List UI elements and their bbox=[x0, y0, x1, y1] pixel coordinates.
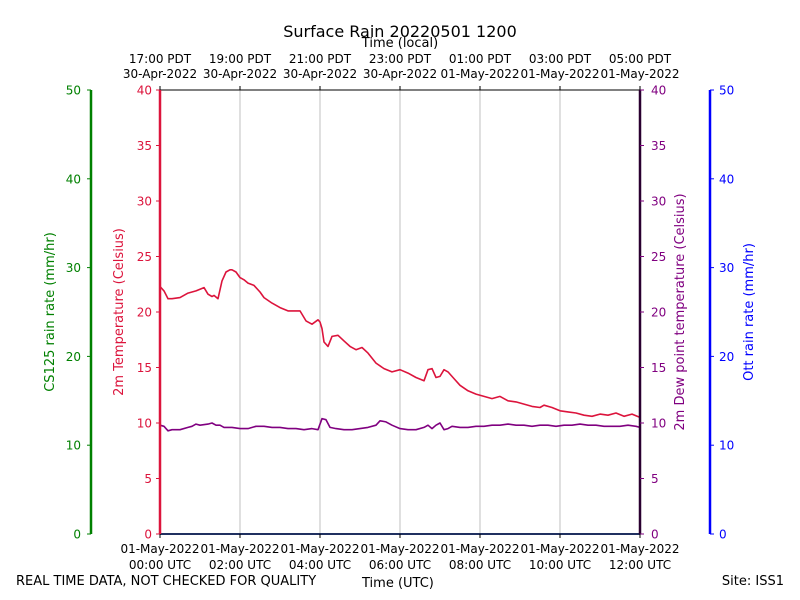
labels-layer: 0 5 10 15 20 25 30 35 40 2m Temperature (Celsius)… bbox=[43, 22, 757, 572]
cs125-tick-label: 10 bbox=[66, 439, 81, 453]
utc-tick-time: 10:00 UTC bbox=[529, 558, 591, 572]
local-tick-time: 17:00 PDT bbox=[129, 52, 192, 66]
utc-tick-date: 01-May-2022 bbox=[120, 542, 199, 556]
local-tick-date: 01-May-2022 bbox=[600, 67, 679, 81]
utc-tick-date: 01-May-2022 bbox=[440, 542, 519, 556]
local-tick-date: 30-Apr-2022 bbox=[363, 67, 437, 81]
temperature-tick-label: 0 bbox=[144, 528, 152, 542]
ott-tick-label: 0 bbox=[719, 528, 727, 542]
local-tick-date: 01-May-2022 bbox=[440, 67, 519, 81]
chart-title: Surface Rain 20220501 1200 bbox=[283, 22, 517, 41]
series-line-temperature bbox=[159, 268, 641, 419]
temperature-axis-label: 2m Temperature (Celsius) bbox=[112, 228, 127, 396]
utc-tick-date: 01-May-2022 bbox=[200, 542, 279, 556]
local-tick-time: 19:00 PDT bbox=[209, 52, 272, 66]
x-axis-label-utc: Time (UTC) bbox=[362, 576, 434, 591]
dewpoint-tick-label: 40 bbox=[651, 84, 666, 98]
local-tick-date: 30-Apr-2022 bbox=[123, 67, 197, 81]
utc-tick-time: 00:00 UTC bbox=[129, 558, 191, 572]
utc-tick-date: 01-May-2022 bbox=[280, 542, 359, 556]
local-tick-time: 23:00 PDT bbox=[369, 52, 432, 66]
temperature-tick-label: 25 bbox=[137, 250, 152, 264]
dewpoint-tick-label: 5 bbox=[651, 472, 659, 486]
dewpoint-tick-label: 35 bbox=[651, 139, 666, 153]
ott-axis-label: Ott rain rate (mm/hr) bbox=[742, 243, 757, 381]
temperature-tick-label: 5 bbox=[144, 472, 152, 486]
local-axis-label: Time (local) bbox=[361, 36, 438, 51]
grid-lines bbox=[239, 90, 561, 534]
site-label: Site: ISS1 bbox=[721, 574, 784, 589]
cs125-tick-label: 50 bbox=[66, 84, 81, 98]
local-tick-time: 01:00 PDT bbox=[449, 52, 512, 66]
utc-tick-time: 04:00 UTC bbox=[289, 558, 351, 572]
cs125-tick-label: 30 bbox=[66, 261, 81, 275]
temperature-tick-label: 20 bbox=[137, 306, 152, 320]
temperature-tick-label: 15 bbox=[137, 361, 152, 375]
cs125-tick-label: 40 bbox=[66, 172, 81, 186]
cs125-axis-label: CS125 rain rate (mm/hr) bbox=[43, 232, 58, 392]
ott-tick-label: 20 bbox=[719, 350, 734, 364]
dewpoint-tick-label: 20 bbox=[651, 306, 666, 320]
local-tick-date: 01-May-2022 bbox=[520, 67, 599, 81]
ott-tick-label: 50 bbox=[719, 84, 734, 98]
dewpoint-tick-label: 0 bbox=[651, 528, 659, 542]
temperature-tick-label: 40 bbox=[137, 84, 152, 98]
utc-tick-date: 01-May-2022 bbox=[360, 542, 439, 556]
ott-tick-label: 30 bbox=[719, 261, 734, 275]
utc-tick-time: 08:00 UTC bbox=[449, 558, 511, 572]
dewpoint-tick-label: 15 bbox=[651, 361, 666, 375]
utc-tick-time: 06:00 UTC bbox=[369, 558, 431, 572]
temperature-tick-label: 35 bbox=[137, 139, 152, 153]
cs125-tick-label: 20 bbox=[66, 350, 81, 364]
temperature-tick-label: 10 bbox=[137, 417, 152, 431]
local-tick-date: 30-Apr-2022 bbox=[203, 67, 277, 81]
dewpoint-tick-label: 30 bbox=[651, 195, 666, 209]
series-line-dewpoint bbox=[159, 417, 641, 432]
quality-disclaimer: REAL TIME DATA, NOT CHECKED FOR QUALITY bbox=[16, 574, 317, 589]
dewpoint-tick-label: 25 bbox=[651, 250, 666, 264]
dewpoint-tick-label: 10 bbox=[651, 417, 666, 431]
temperature-tick-label: 30 bbox=[137, 195, 152, 209]
utc-tick-time: 02:00 UTC bbox=[209, 558, 271, 572]
utc-tick-date: 01-May-2022 bbox=[520, 542, 599, 556]
utc-tick-date: 01-May-2022 bbox=[600, 542, 679, 556]
cs125-tick-label: 0 bbox=[73, 528, 81, 542]
utc-tick-time: 12:00 UTC bbox=[609, 558, 671, 572]
ott-tick-label: 40 bbox=[719, 172, 734, 186]
axes-layer bbox=[87, 86, 714, 538]
ott-tick-label: 10 bbox=[719, 439, 734, 453]
dewpoint-axis-label: 2m Dew point temperature (Celsius) bbox=[673, 193, 688, 430]
local-tick-time: 03:00 PDT bbox=[529, 52, 592, 66]
local-tick-time: 05:00 PDT bbox=[609, 52, 672, 66]
local-tick-date: 30-Apr-2022 bbox=[283, 67, 357, 81]
local-tick-time: 21:00 PDT bbox=[289, 52, 352, 66]
